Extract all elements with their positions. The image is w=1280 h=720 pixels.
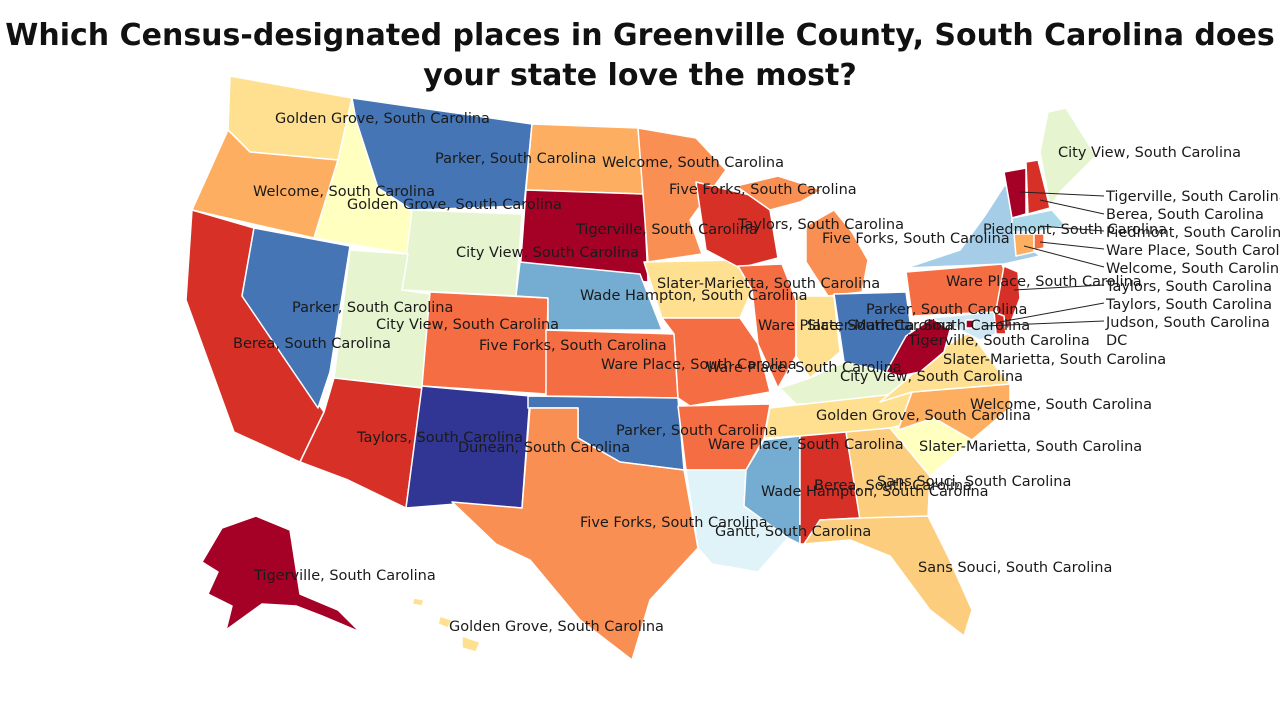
leader-line-nh: [1039, 199, 1105, 215]
label-sc: Slater-Marietta, South Carolina: [919, 439, 1142, 455]
label-ar: Ware Place, South Carolina: [708, 437, 904, 453]
state-rhode-island[interactable]: Rhode Island: Ware Place, South Carolina: [1033, 233, 1045, 251]
leader-line-ct: [1023, 245, 1105, 268]
callout-ct: Welcome, South Carolina: [1106, 261, 1280, 277]
label-nm: Dunean, South Carolina: [458, 440, 630, 456]
state-florida[interactable]: Florida: Sans Souci, South Carolina: [803, 515, 973, 637]
leader-line-vt: [1019, 191, 1105, 197]
label-nc: Welcome, South Carolina: [970, 397, 1152, 413]
state-illinois[interactable]: Illinois: Ware Place, South Carolina: [737, 263, 797, 389]
leader-line-ri: [1039, 241, 1105, 250]
label-mo: Ware Place, South Carolina: [706, 360, 902, 376]
label-mt: Parker, South Carolina: [435, 151, 596, 167]
state-connecticut[interactable]: Connecticut: Welcome, South Carolina: [1013, 233, 1035, 257]
label-tn: Golden Grove, South Carolina: [816, 408, 1031, 424]
callout-ma: Piedmont, South Carolina: [1106, 225, 1280, 241]
state-iowa[interactable]: Iowa: Slater-Marietta, South Carolina: [643, 259, 753, 319]
label-ny-ma: Piedmont, South Carolina: [983, 222, 1167, 238]
label-co: Five Forks, South Carolina: [479, 338, 667, 354]
label-ga: Sans Souci, South Carolina: [877, 474, 1071, 490]
state-hawaii-maui[interactable]: Hawaii: Golden Grove, South Carolina: [437, 615, 453, 629]
map-title: Which Census-designated places in Greenv…: [5, 18, 1275, 93]
label-ak: Tigerville, South Carolina: [253, 568, 436, 584]
label-or: Welcome, South Carolina: [253, 184, 435, 200]
label-la: Gantt, South Carolina: [715, 524, 871, 540]
label-id: Golden Grove, South Carolina: [347, 197, 562, 213]
callout-ri: Ware Place, South Carolina: [1106, 243, 1280, 259]
label-il: Ware Place, South Carolina: [758, 318, 954, 334]
callout-de: Taylors, South Carolina: [1105, 297, 1272, 313]
label-wi: Taylors, South Carolina: [737, 217, 904, 233]
leader-line-ma: [1039, 225, 1105, 232]
callout-vt: Tigerville, South Carolina: [1105, 189, 1280, 205]
state-maryland[interactable]: Maryland: Judson, South Carolina: [929, 311, 997, 341]
label-ky: City View, South Carolina: [840, 369, 1023, 385]
callout-nh: Berea, South Carolina: [1106, 207, 1264, 223]
label-dc: DC: [1106, 333, 1127, 349]
label-ca: Berea, South Carolina: [233, 336, 391, 352]
state-texas[interactable]: Texas: Five Forks, South Carolina: [451, 407, 699, 661]
label-tx: Five Forks, South Carolina: [580, 515, 768, 531]
state-indiana[interactable]: Indiana: Slater-Marietta, South Carolina: [795, 295, 841, 379]
label-ms: Wade Hampton, South Carolina: [761, 484, 989, 500]
label-in: Slater-Marietta, South Carolina: [807, 318, 1030, 334]
label-nv: Parker, South Carolina: [292, 300, 453, 316]
state-missouri[interactable]: Missouri: Ware Place, South Carolina: [661, 317, 771, 407]
state-shapes: Washington: Golden Grove, South Carolina…: [185, 75, 1097, 661]
leader-line-nj: [1013, 284, 1105, 291]
state-labels: Golden Grove, South Carolina Parker, Sou…: [233, 111, 1280, 635]
state-michigan[interactable]: Michigan: Five Forks, South Carolina: [805, 209, 869, 297]
label-ut: City View, South Carolina: [376, 317, 559, 333]
label-sd: Tigerville, South Carolina: [575, 222, 758, 238]
state-michigan-up[interactable]: Michigan: Five Forks, South Carolina: [735, 175, 823, 211]
state-virginia[interactable]: Virginia: Slater-Marietta, South Carolin…: [879, 331, 1011, 403]
state-vermont[interactable]: Vermont: Tigerville, South Carolina: [1003, 167, 1027, 219]
state-alaska[interactable]: Alaska: Tigerville, South Carolina: [201, 515, 361, 633]
state-new-jersey[interactable]: New Jersey: Taylors, South Carolina: [995, 265, 1021, 331]
label-nd: Welcome, South Carolina: [602, 155, 784, 171]
state-hawaii-oahu[interactable]: Hawaii: Golden Grove, South Carolina: [411, 597, 425, 607]
leader-lines: [983, 191, 1105, 327]
callout-md: Judson, South Carolina: [1105, 315, 1270, 331]
callout-nj: Taylors, South Carolina: [1105, 279, 1272, 295]
label-wv: Tigerville, South Carolina: [907, 333, 1090, 349]
leader-line-md: [983, 320, 1105, 327]
state-maine[interactable]: Maine: City View, South Carolina: [1039, 107, 1097, 207]
label-fl: Sans Souci, South Carolina: [918, 560, 1112, 576]
leader-line-de: [999, 302, 1105, 323]
state-hawaii-big[interactable]: Hawaii: Golden Grove, South Carolina: [461, 635, 481, 653]
label-al: Berea, South Carolina: [814, 478, 972, 494]
label-pa: Ware Place, South Carolina: [946, 274, 1142, 290]
state-south-dakota[interactable]: South Dakota: Tigerville, South Carolina: [519, 189, 649, 283]
label-ia: Slater-Marietta, South Carolina: [657, 276, 880, 292]
label-ks: Ware Place, South Carolina: [601, 357, 797, 373]
label-az: Taylors, South Carolina: [356, 430, 523, 446]
label-wa: Golden Grove, South Carolina: [275, 111, 490, 127]
label-ok: Parker, South Carolina: [616, 423, 777, 439]
state-dc[interactable]: [965, 319, 975, 329]
state-nevada[interactable]: Nevada: Parker, South Carolina: [241, 227, 351, 409]
label-me: City View, South Carolina: [1058, 145, 1241, 161]
label-mi: Five Forks, South Carolina: [822, 231, 1010, 247]
label-oh: Parker, South Carolina: [866, 302, 1027, 318]
label-ne: Wade Hampton, South Carolina: [580, 288, 808, 304]
label-va: Slater-Marietta, South Carolina: [943, 352, 1166, 368]
label-wy: City View, South Carolina: [456, 245, 639, 261]
label-hi: Golden Grove, South Carolina: [449, 619, 664, 635]
label-mn: Five Forks, South Carolina: [669, 182, 857, 198]
